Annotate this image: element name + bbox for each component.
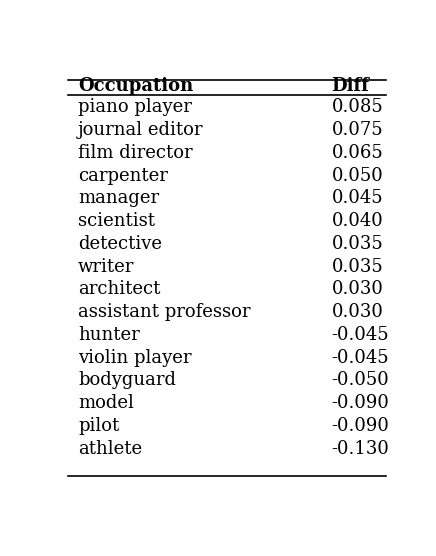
Text: 0.040: 0.040 [331, 212, 383, 230]
Text: -0.090: -0.090 [331, 417, 389, 435]
Text: 0.045: 0.045 [331, 190, 383, 207]
Text: hunter: hunter [78, 326, 140, 344]
Text: Occupation: Occupation [78, 77, 194, 95]
Text: scientist: scientist [78, 212, 155, 230]
Text: violin player: violin player [78, 349, 192, 366]
Text: -0.045: -0.045 [331, 349, 389, 366]
Text: Diff: Diff [331, 77, 370, 95]
Text: assistant professor: assistant professor [78, 303, 251, 321]
Text: 0.065: 0.065 [331, 144, 383, 162]
Text: journal editor: journal editor [78, 121, 204, 139]
Text: pilot: pilot [78, 417, 119, 435]
Text: architect: architect [78, 280, 160, 299]
Text: 0.030: 0.030 [331, 303, 383, 321]
Text: 0.030: 0.030 [331, 280, 383, 299]
Text: film director: film director [78, 144, 193, 162]
Text: carpenter: carpenter [78, 167, 168, 185]
Text: 0.035: 0.035 [331, 235, 383, 253]
Text: writer: writer [78, 257, 135, 276]
Text: 0.075: 0.075 [331, 121, 383, 139]
Text: 0.035: 0.035 [331, 257, 383, 276]
Text: -0.090: -0.090 [331, 394, 389, 412]
Text: -0.045: -0.045 [331, 326, 389, 344]
Text: athlete: athlete [78, 440, 142, 458]
Text: model: model [78, 394, 134, 412]
Text: -0.050: -0.050 [331, 371, 389, 389]
Text: manager: manager [78, 190, 159, 207]
Text: 0.085: 0.085 [331, 98, 383, 116]
Text: piano player: piano player [78, 98, 192, 116]
Text: 0.050: 0.050 [331, 167, 383, 185]
Text: -0.130: -0.130 [331, 440, 389, 458]
Text: bodyguard: bodyguard [78, 371, 176, 389]
Text: detective: detective [78, 235, 162, 253]
